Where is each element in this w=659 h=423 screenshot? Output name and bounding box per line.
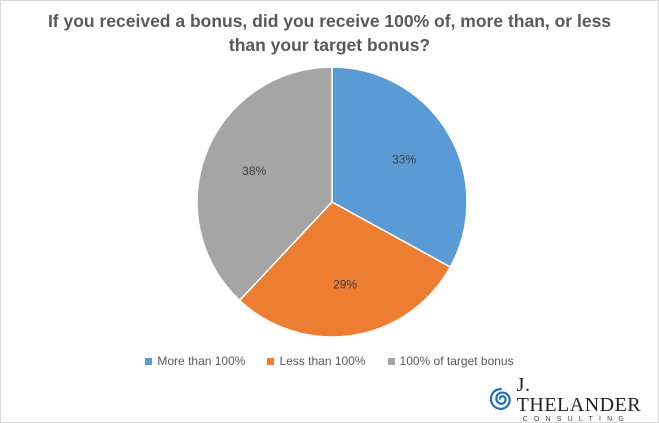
legend-swatch (145, 357, 153, 365)
chart-title-line-1: If you received a bonus, did you receive… (47, 11, 612, 31)
data-label-100-of-target: 38% (242, 164, 266, 178)
pie-slice-more-than-100 (331, 66, 468, 269)
legend-swatch (267, 357, 275, 365)
pie-slice-100-of-target (196, 66, 333, 302)
legend-item-less-than-100: Less than 100% (267, 354, 366, 368)
logo-name: J. THELANDER (516, 374, 642, 416)
chart-title-line-2: than your target bonus? (228, 35, 431, 55)
data-label-more-than-100: 33% (392, 152, 416, 166)
legend-label: 100% of target bonus (399, 354, 514, 368)
pie-slice-less-than-100 (238, 201, 452, 338)
logo-text: J. THELANDER CONSULTING (517, 375, 658, 423)
data-label-less-than-100: 29% (333, 278, 357, 292)
chart-legend: More than 100% Less than 100% 100% of ta… (1, 354, 658, 368)
legend-label: Less than 100% (279, 354, 366, 368)
company-logo: J. THELANDER CONSULTING (489, 375, 658, 423)
spiral-logo-icon (489, 388, 511, 410)
legend-swatch (387, 357, 395, 365)
logo-subtitle: CONSULTING (522, 416, 631, 423)
legend-label: More than 100% (157, 354, 246, 368)
chart-title: If you received a bonus, did you receive… (1, 9, 658, 57)
legend-item-more-than-100: More than 100% (145, 354, 245, 368)
legend-item-100-of-target: 100% of target bonus (387, 354, 514, 368)
